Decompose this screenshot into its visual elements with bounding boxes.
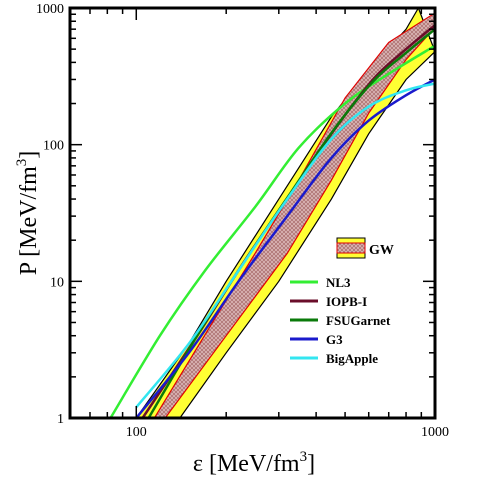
legend-label-g3: G3 [326, 332, 343, 347]
legend-label-gw: GW [369, 243, 394, 258]
series-line-bigapple [135, 82, 435, 408]
legend-swatch-gw-inner [336, 242, 366, 254]
series-line-g3 [135, 78, 435, 418]
legend-label-bigapple: BigApple [326, 351, 378, 366]
legend-label-fsugarnet: FSUGarnet [326, 313, 391, 328]
x-axis-label: ε [MeV/fm3] [193, 449, 315, 477]
y-tick-label: 1000 [36, 2, 64, 17]
y-axis-label: P [MeV/fm3] [14, 151, 42, 276]
y-tick-label: 10 [50, 275, 64, 290]
y-tick-label: 1 [57, 412, 64, 427]
plot-frame [68, 6, 437, 420]
x-tick-label: 1000 [421, 425, 449, 440]
legend: GW NL3 IOPB-I FSUGarnet G3 BigApple [290, 237, 394, 366]
legend-label-nl3: NL3 [326, 275, 351, 290]
y-tick-label: 100 [43, 139, 64, 154]
x-tick-label: 100 [126, 425, 147, 440]
legend-label-iopb-i: IOPB-I [326, 294, 367, 309]
legend-item-gw: GW [336, 237, 394, 259]
series-line-nl3 [109, 44, 435, 418]
